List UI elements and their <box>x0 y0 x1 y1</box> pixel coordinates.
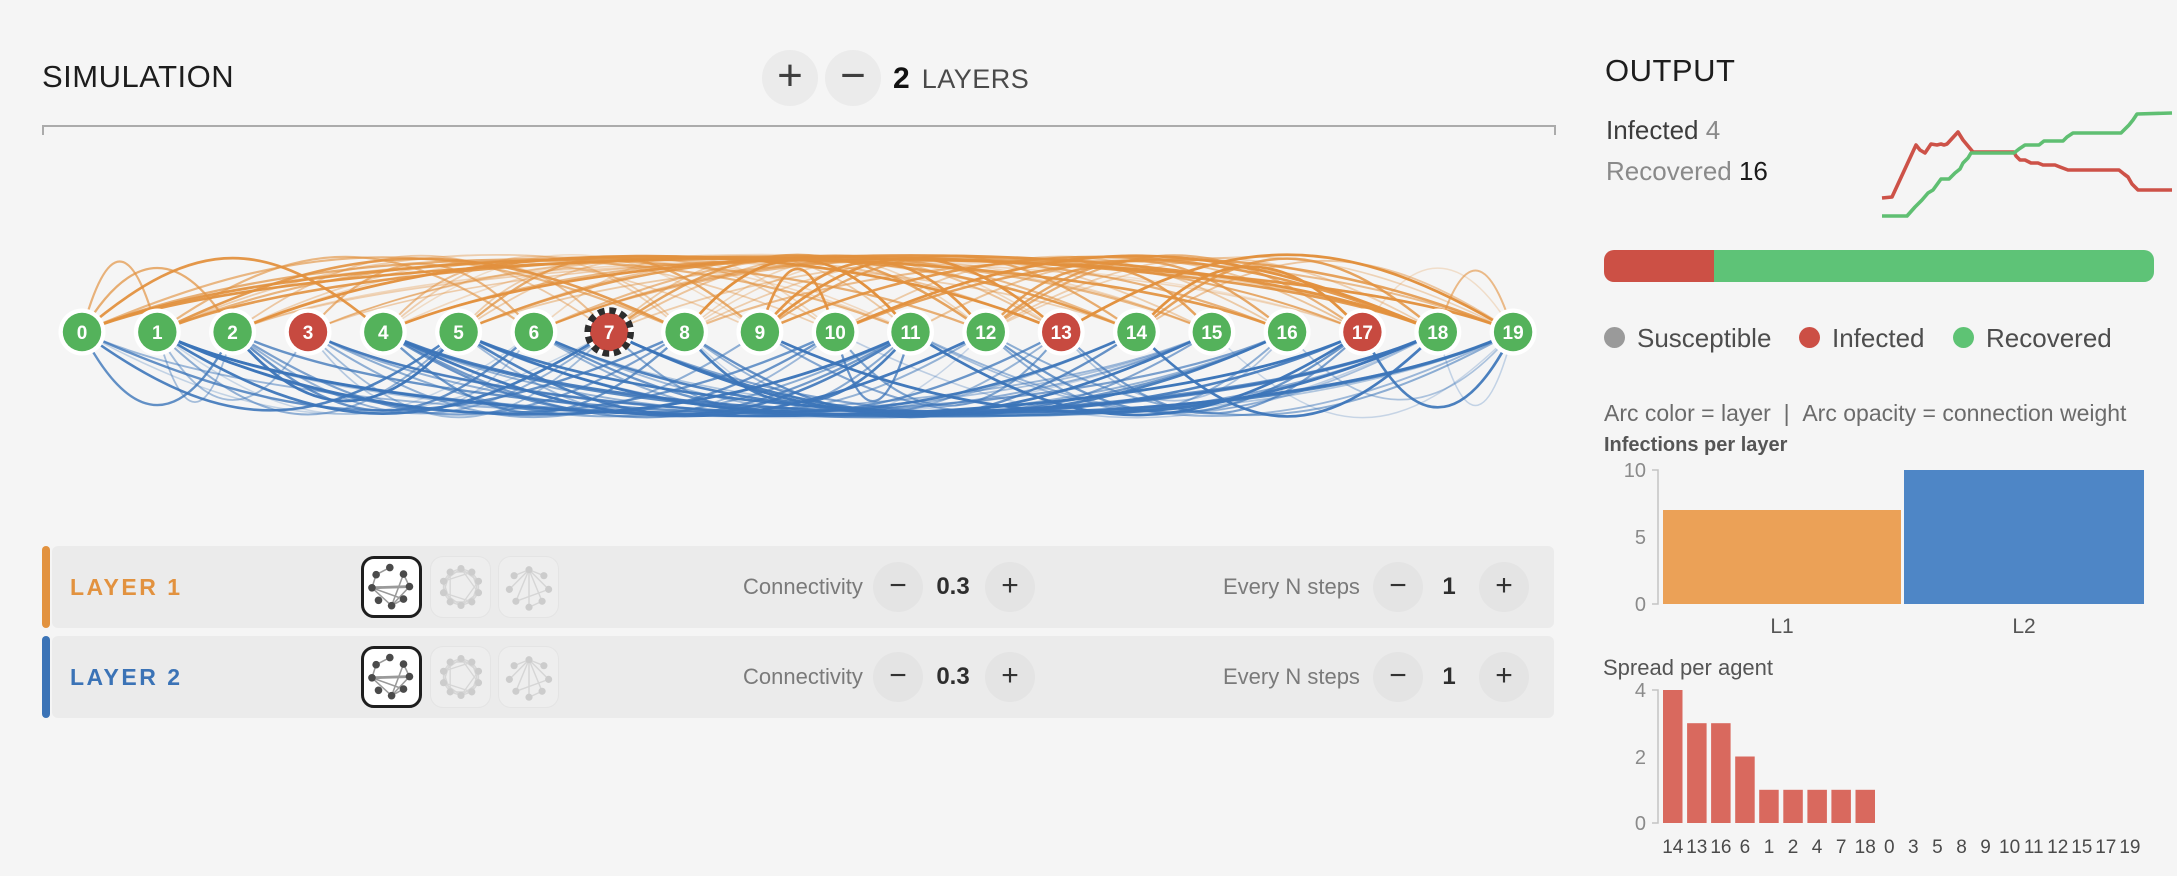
svg-text:11: 11 <box>2024 837 2044 858</box>
svg-text:2: 2 <box>1788 837 1799 858</box>
svg-text:12: 12 <box>975 323 996 344</box>
svg-text:L2: L2 <box>2012 615 2035 638</box>
svg-text:9: 9 <box>755 323 766 344</box>
svg-text:6: 6 <box>529 323 540 344</box>
svg-text:13: 13 <box>1686 837 1707 858</box>
svg-text:2: 2 <box>227 323 238 344</box>
svg-text:7: 7 <box>604 323 615 344</box>
svg-text:1: 1 <box>152 323 163 344</box>
svg-text:6: 6 <box>1740 837 1751 858</box>
svg-text:18: 18 <box>1427 323 1448 344</box>
svg-text:10: 10 <box>825 323 846 344</box>
svg-text:5: 5 <box>1635 527 1646 549</box>
svg-text:3: 3 <box>303 323 314 344</box>
svg-text:14: 14 <box>1126 323 1148 344</box>
svg-text:16: 16 <box>1277 323 1298 344</box>
svg-text:0: 0 <box>77 323 88 344</box>
svg-text:L1: L1 <box>1770 615 1793 638</box>
svg-text:18: 18 <box>1855 837 1876 858</box>
svg-text:13: 13 <box>1051 323 1072 344</box>
svg-text:19: 19 <box>2119 837 2140 858</box>
svg-text:4: 4 <box>1812 837 1823 858</box>
svg-text:8: 8 <box>679 323 690 344</box>
svg-text:19: 19 <box>1503 323 1524 344</box>
svg-text:12: 12 <box>2047 837 2068 858</box>
svg-text:3: 3 <box>1908 837 1919 858</box>
svg-text:11: 11 <box>900 323 921 344</box>
svg-text:16: 16 <box>1710 837 1731 858</box>
svg-text:9: 9 <box>1980 837 1991 858</box>
svg-text:17: 17 <box>2095 837 2116 858</box>
svg-text:8: 8 <box>1956 837 1967 858</box>
svg-text:0: 0 <box>1635 813 1646 835</box>
svg-text:4: 4 <box>1635 680 1646 702</box>
svg-text:5: 5 <box>1932 837 1943 858</box>
svg-text:10: 10 <box>1999 837 2020 858</box>
svg-text:2: 2 <box>1635 747 1646 769</box>
svg-text:15: 15 <box>2071 837 2092 858</box>
svg-text:4: 4 <box>378 323 389 344</box>
svg-text:17: 17 <box>1352 323 1373 344</box>
svg-text:7: 7 <box>1836 837 1847 858</box>
svg-text:14: 14 <box>1662 837 1684 858</box>
svg-text:5: 5 <box>453 323 464 344</box>
svg-text:10: 10 <box>1624 460 1646 482</box>
svg-text:0: 0 <box>1635 594 1646 616</box>
svg-text:1: 1 <box>1764 837 1775 858</box>
svg-text:15: 15 <box>1201 323 1223 344</box>
svg-text:0: 0 <box>1884 837 1895 858</box>
